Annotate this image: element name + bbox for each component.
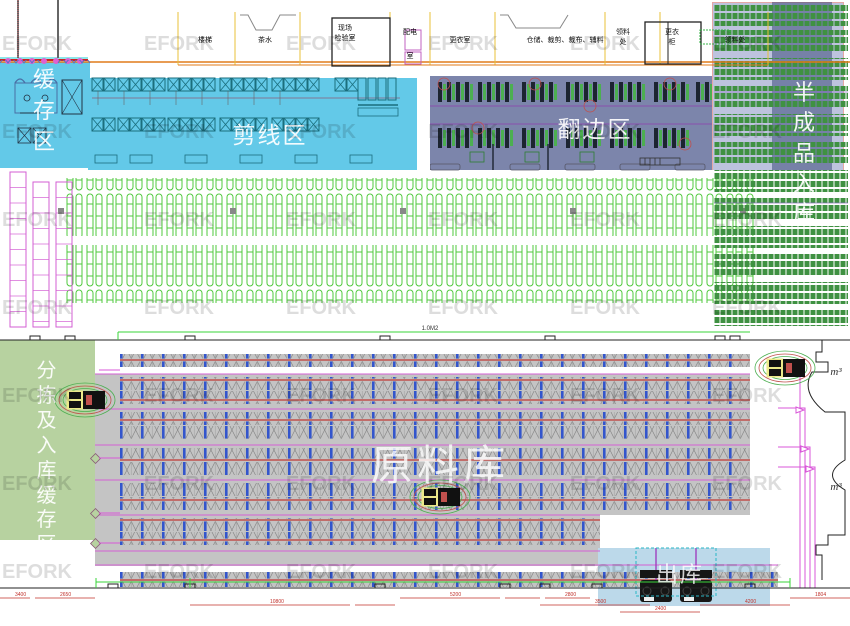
svg-text:2650: 2650 — [60, 592, 71, 598]
svg-text:m³: m³ — [830, 366, 842, 378]
svg-text:室: 室 — [407, 51, 414, 60]
svg-text:3400: 3400 — [15, 592, 26, 598]
svg-text:2400: 2400 — [655, 606, 666, 612]
svg-text:10800: 10800 — [270, 599, 284, 605]
svg-text:更衣: 更衣 — [665, 27, 679, 36]
svg-text:4200: 4200 — [745, 599, 756, 605]
svg-text:处: 处 — [620, 37, 627, 46]
svg-text:楼梯: 楼梯 — [198, 35, 212, 44]
svg-text:柜: 柜 — [669, 37, 676, 46]
svg-text:配电: 配电 — [403, 27, 417, 36]
svg-text:更衣室: 更衣室 — [450, 35, 471, 44]
svg-text:领料: 领料 — [616, 27, 630, 36]
svg-text:1804: 1804 — [815, 592, 826, 598]
svg-text:茶水: 茶水 — [258, 35, 272, 44]
svg-text:现场: 现场 — [338, 23, 352, 32]
svg-text:3500: 3500 — [595, 599, 606, 605]
svg-text:5200: 5200 — [450, 592, 461, 598]
svg-text:2800: 2800 — [565, 592, 576, 598]
svg-text:1.0M2: 1.0M2 — [422, 326, 439, 332]
svg-text:检验室: 检验室 — [335, 33, 356, 42]
svg-text:仓储、裁剪、裁布、辅料: 仓储、裁剪、裁布、辅料 — [527, 35, 604, 44]
svg-text:领料处: 领料处 — [725, 35, 746, 44]
